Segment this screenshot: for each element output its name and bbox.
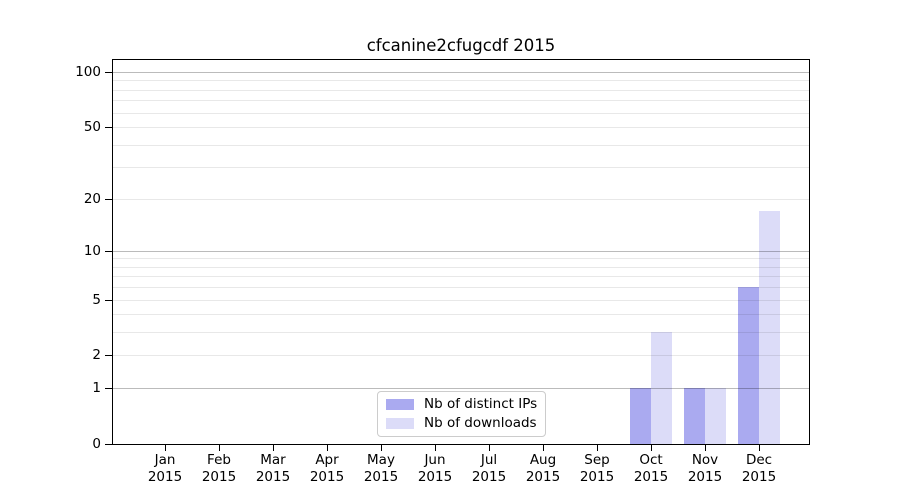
minor-gridline [113, 355, 809, 356]
downloads-swatch [386, 418, 414, 429]
x-tick [165, 445, 166, 451]
legend-label-distinct-ips: Nb of distinct IPs [424, 396, 538, 412]
minor-gridline [113, 287, 809, 288]
minor-gridline [113, 300, 809, 301]
y-tick-label: 1 [92, 380, 101, 396]
x-tick [273, 445, 274, 451]
plot-area [112, 59, 810, 445]
x-tick-label: Jun 2015 [417, 452, 453, 485]
x-tick-label: Dec 2015 [741, 452, 777, 485]
minor-gridline [113, 199, 809, 200]
minor-gridline [113, 314, 809, 315]
x-tick [381, 445, 382, 451]
minor-gridline [113, 332, 809, 333]
y-tick [105, 300, 112, 301]
major-gridline [113, 251, 809, 252]
x-tick [219, 445, 220, 451]
x-tick-label: Apr 2015 [309, 452, 345, 485]
major-gridline [113, 388, 809, 389]
y-tick [105, 251, 112, 252]
minor-gridline [113, 113, 809, 114]
x-tick-label: Feb 2015 [201, 452, 237, 485]
y-tick [105, 355, 112, 356]
x-tick-label: Oct 2015 [633, 452, 669, 485]
minor-gridline [113, 80, 809, 81]
y-tick-label: 10 [83, 243, 101, 259]
bar-dec-distinct-ips [738, 287, 759, 444]
x-tick [435, 445, 436, 451]
y-tick [105, 444, 112, 445]
minor-gridline [113, 90, 809, 91]
y-tick-label: 100 [75, 64, 101, 80]
x-tick [705, 445, 706, 451]
y-tick [105, 72, 112, 73]
distinct-ips-swatch [386, 399, 414, 410]
y-tick-label: 20 [83, 191, 101, 207]
x-tick [759, 445, 760, 451]
x-tick [651, 445, 652, 451]
bar-dec-downloads [759, 210, 780, 444]
minor-gridline [113, 276, 809, 277]
x-tick-label: Jul 2015 [471, 452, 507, 485]
minor-gridline [113, 145, 809, 146]
x-tick-label: Mar 2015 [255, 452, 291, 485]
bar-nov-downloads [705, 388, 726, 444]
x-tick-label: Sep 2015 [579, 452, 615, 485]
legend-entry-downloads: Nb of downloads [386, 415, 537, 431]
y-tick-label: 0 [92, 436, 101, 452]
minor-gridline [113, 258, 809, 259]
minor-gridline [113, 167, 809, 168]
bars-layer [113, 60, 809, 444]
legend: Nb of distinct IPs Nb of downloads [377, 391, 546, 437]
major-gridline [113, 72, 809, 73]
x-tick [327, 445, 328, 451]
chart-title: cfcanine2cfugcdf 2015 [366, 36, 556, 55]
minor-gridline [113, 127, 809, 128]
minor-gridline [113, 267, 809, 268]
bar-oct-distinct-ips [630, 388, 651, 444]
bar-nov-distinct-ips [684, 388, 705, 444]
y-tick [105, 388, 112, 389]
y-tick-label: 5 [92, 292, 101, 308]
y-tick-label: 50 [83, 119, 101, 135]
y-tick [105, 199, 112, 200]
x-tick-label: May 2015 [363, 452, 399, 485]
x-tick [597, 445, 598, 451]
x-tick-label: Jan 2015 [147, 452, 183, 485]
y-tick [105, 127, 112, 128]
legend-entry-distinct-ips: Nb of distinct IPs [386, 396, 538, 412]
legend-label-downloads: Nb of downloads [424, 415, 537, 431]
x-tick [543, 445, 544, 451]
x-tick-label: Aug 2015 [525, 452, 561, 485]
x-tick-label: Nov 2015 [687, 452, 723, 485]
x-tick [489, 445, 490, 451]
minor-gridline [113, 100, 809, 101]
gridlines-layer [113, 60, 809, 444]
y-tick-label: 2 [92, 347, 101, 363]
